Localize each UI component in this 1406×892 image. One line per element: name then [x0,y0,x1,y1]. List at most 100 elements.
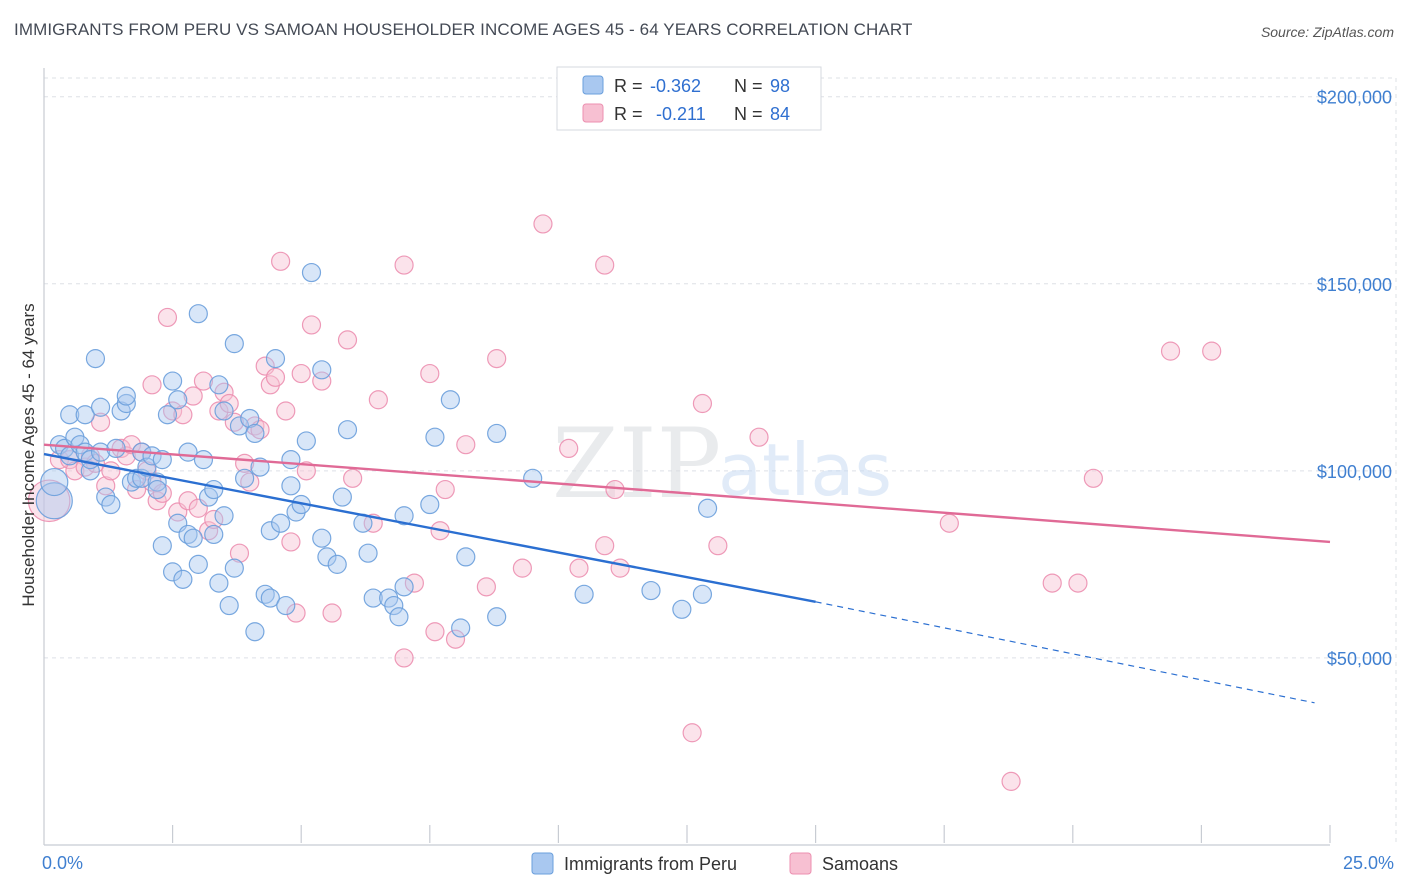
samoa-point [322,603,342,623]
samoa-point [610,558,630,578]
peru-point [487,423,507,444]
samoa-point [193,371,214,391]
peru-point [193,450,214,470]
peru-point [204,479,224,500]
samoa-point [204,509,224,530]
samoa-point [178,491,198,511]
peru-point [332,487,352,507]
peru-point [85,349,106,369]
peru-point [420,494,440,515]
x-tick-label: 25.0% [1343,853,1394,873]
peru-point [173,569,193,589]
stats-swatch-samoa [582,103,604,123]
y-tick-label: $100,000 [1317,462,1392,482]
peru-point [235,468,255,488]
samoa-point [1001,771,1021,791]
samoa-point [404,573,424,593]
bottom-legend: Immigrants from Peru Samoans [531,852,898,875]
stats-samoa-r-label: R = [614,104,643,124]
peru-point [188,554,208,574]
samoa-point [394,255,414,275]
chart-source: Source: ZipAtlas.com [1260,24,1394,40]
peru-point [697,498,718,518]
samoa-point [1160,341,1181,361]
watermark: ZIP atlas [552,408,892,520]
stats-legend-box: R = -0.362 N = 98 R = -0.211 N = 84 [556,66,822,131]
peru-point [214,401,234,421]
samoa-trend-line [43,443,1331,544]
peru-point [394,577,414,597]
peru-point [90,397,111,417]
samoa-point [1042,573,1062,593]
samoa-point [281,532,301,552]
stats-samoa-r-value: -0.211 [656,104,706,124]
stats-peru-n-label: N = [734,76,763,96]
peru-point [451,618,471,638]
peru-point [317,547,337,567]
peru-point [75,405,95,425]
peru-point [101,494,121,515]
samoa-point [512,558,532,578]
peru-point [152,536,172,556]
samoa-point [343,468,363,488]
peru-point [188,304,208,324]
samoa-point [749,427,769,447]
peru-point [229,416,250,436]
samoa-point [163,401,183,421]
samoa-point [368,390,388,410]
samoa-point [559,438,579,459]
samoa-point [595,255,615,275]
axes [43,68,1331,846]
peru-point [116,386,136,406]
peru-point [260,521,280,541]
peru-point [363,588,383,608]
samoa-point [209,401,229,421]
peru-point [327,554,347,574]
peru-point [224,558,244,578]
samoa-point [121,435,142,455]
peru-point [389,607,409,627]
samoa-point [337,330,358,350]
stats-samoa-n-value: 84 [770,104,790,124]
samoa-point [682,723,702,743]
samoa-point [142,375,162,395]
peru-point [157,405,178,425]
samoa-point [435,479,455,500]
trend-lines [43,443,1331,704]
watermark-zip: ZIP [552,408,721,520]
peru-point [209,375,229,395]
peru-point [281,450,301,470]
peru-point [456,547,476,567]
peru-point [641,580,661,601]
peru-point [312,528,332,548]
peru-point [178,524,198,545]
legend-label-samoa: Samoans [822,854,898,874]
peru-point [214,506,234,526]
stats-peru-r-label: R = [614,76,643,96]
y-tick-label: $200,000 [1317,88,1392,108]
peru-point [301,262,322,283]
samoa-point [65,461,85,481]
samoa-point [1068,573,1088,593]
samoa-point [301,315,322,335]
peru-point [121,472,142,492]
peru-point [692,584,713,604]
peru-point [255,584,275,604]
peru-point [672,599,692,619]
samoa-point [605,479,625,500]
samoa-point [276,401,296,421]
peru-point [250,457,270,477]
legend-swatch-samoa [789,852,812,875]
samoa-point [90,412,111,432]
peru-point [209,573,229,593]
peru-point [116,393,136,414]
peru-point [260,588,280,608]
peru-point [137,457,157,477]
samoa-point [199,521,219,541]
peru-point [276,595,296,616]
peru-point [281,476,301,496]
stats-swatch-peru [582,75,604,95]
y-axis-title: Householder Income Ages 45 - 64 years [19,303,38,606]
peru-point [394,506,414,526]
samoa-point [1083,468,1103,488]
